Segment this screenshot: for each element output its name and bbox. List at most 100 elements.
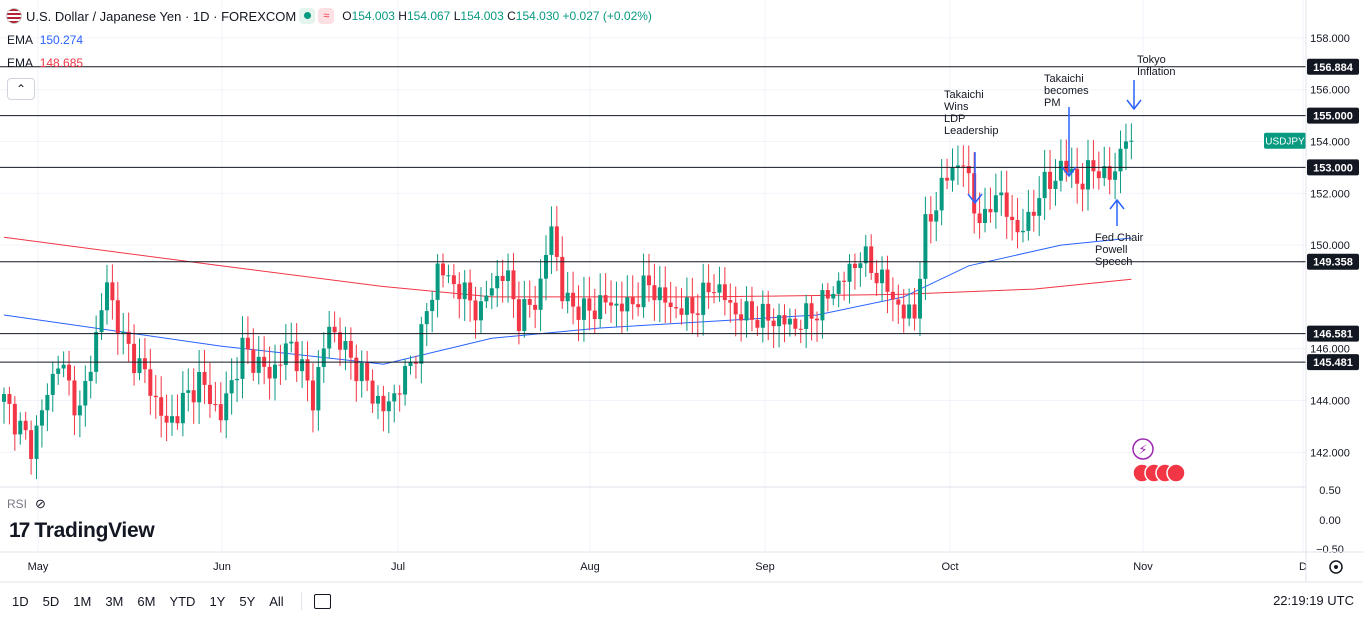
price-tick-label: 144.000 (1310, 396, 1350, 408)
candle-body (132, 343, 137, 374)
data-source-icon[interactable]: ≈ (318, 8, 335, 24)
chevron-up-icon: ⌃ (15, 82, 27, 96)
candle-body (408, 362, 413, 367)
candle-body (668, 302, 673, 308)
candle-body (787, 318, 792, 325)
candle-body (202, 372, 207, 385)
open-value: 154.003 (351, 9, 395, 23)
timeframe-button-6m[interactable]: 6M (137, 593, 156, 609)
candle-body (484, 295, 489, 302)
low-value: 154.003 (460, 9, 504, 23)
candle-body (923, 214, 928, 279)
grid-lines (0, 0, 1306, 552)
us-flag-event-icon (1166, 463, 1186, 483)
collapse-legend-button[interactable]: ⌃ (7, 78, 35, 100)
settings-icon[interactable] (1329, 560, 1343, 574)
candle-body (836, 280, 841, 294)
candle-body (115, 300, 120, 333)
rsi-legend[interactable]: RSI ⊘ (7, 496, 46, 511)
candle-body (321, 348, 326, 368)
candle-body (804, 303, 809, 330)
candle-body (18, 420, 23, 435)
eye-hidden-icon[interactable]: ⊘ (35, 496, 46, 511)
candle-body (473, 300, 478, 321)
candle-body (885, 269, 890, 292)
us-flag-icon (6, 8, 22, 24)
candle-body (815, 318, 819, 321)
candle-body (516, 299, 521, 332)
candle-body (939, 177, 944, 211)
candle-body (1031, 211, 1036, 216)
calendar-range-icon[interactable] (313, 593, 331, 609)
level-price-label: 145.481 (1313, 357, 1353, 369)
candle-body (72, 380, 77, 416)
candle-body (34, 425, 39, 459)
price-axis[interactable]: 158.000 156.000 154.000 152.000 150.000 146.0… (1264, 33, 1359, 556)
candle-body (359, 362, 364, 382)
candle-body (213, 404, 218, 406)
horizontal-levels[interactable] (0, 66, 1306, 363)
timeframe-button-5d[interactable]: 5D (42, 593, 60, 609)
candle-body (77, 405, 82, 416)
candle-body (1004, 192, 1009, 217)
level-price-tag (1307, 58, 1359, 75)
price-tick-label: 146.000 (1310, 344, 1350, 356)
candle-body (869, 246, 874, 273)
candle-body (739, 314, 744, 321)
candle-body (950, 167, 955, 181)
ema-legend-slow[interactable]: EMA 148.685 (7, 56, 84, 70)
annotations: Takaichi Wins LDP Leadership Takaichi becomes… (944, 54, 1176, 268)
lightning-event-icon (1132, 438, 1154, 460)
utc-clock[interactable]: 22:19:19 UTC (1273, 593, 1354, 608)
lightning-glyph: ⚡ (1138, 443, 1147, 458)
timeframe-button-5y[interactable]: 5Y (239, 593, 256, 609)
candle-body (294, 341, 299, 372)
candle-body (121, 331, 126, 333)
candle-body (961, 165, 966, 167)
candle-body (478, 301, 483, 321)
time-axis[interactable]: May Jun Jul Aug Sep Oct Nov D (28, 561, 1307, 573)
timeframe-button-1d[interactable]: 1D (12, 593, 29, 609)
candle-body (88, 371, 93, 381)
candle-body (544, 254, 548, 279)
candle-body (506, 270, 511, 282)
candle-body (468, 282, 473, 301)
timeframe-button-1m[interactable]: 1M (73, 593, 92, 609)
candle-body (972, 173, 977, 214)
candle-body (110, 282, 115, 301)
annotation-text: Takaichi Wins LDP Leadership (944, 89, 998, 137)
level-price-tag (1307, 253, 1359, 270)
candle-body (50, 373, 55, 395)
event-markers[interactable]: ⚡ (1132, 438, 1186, 483)
candle-body (381, 395, 386, 412)
ema-legend-fast[interactable]: EMA 150.274 (7, 33, 84, 47)
timeframe-button-all[interactable]: All (269, 593, 284, 609)
candle-body (809, 303, 814, 319)
market-open-indicator[interactable] (299, 8, 316, 24)
high-value: 154.067 (406, 9, 451, 23)
candle-body (858, 263, 863, 268)
candle-body (289, 341, 294, 344)
candle-body (39, 410, 44, 426)
candle-body (67, 364, 72, 381)
candle-body (712, 292, 717, 294)
timeframe-button-1y[interactable]: 1Y (209, 593, 226, 609)
symbol-badge-label: USDJPY (1265, 137, 1305, 148)
candle-body (148, 369, 153, 396)
symbol-title[interactable]: U.S. Dollar / Japanese Yen · 1D · FOREXC… (26, 8, 297, 24)
candle-body (1042, 171, 1047, 199)
candle-body (23, 420, 28, 431)
level-price-label: 156.884 (1313, 62, 1354, 74)
candle-body (825, 290, 830, 299)
candle-body (999, 192, 1004, 196)
candle-body (386, 401, 391, 412)
candle-body (966, 165, 971, 174)
candle-body (197, 372, 202, 403)
candle-body (581, 298, 586, 320)
timeframe-button-3m[interactable]: 3M (105, 593, 124, 609)
candle-body (1129, 140, 1134, 142)
candle-body (598, 295, 603, 320)
timeframe-button-ytd[interactable]: YTD (169, 593, 196, 609)
price-tick-label: 156.000 (1310, 85, 1350, 97)
